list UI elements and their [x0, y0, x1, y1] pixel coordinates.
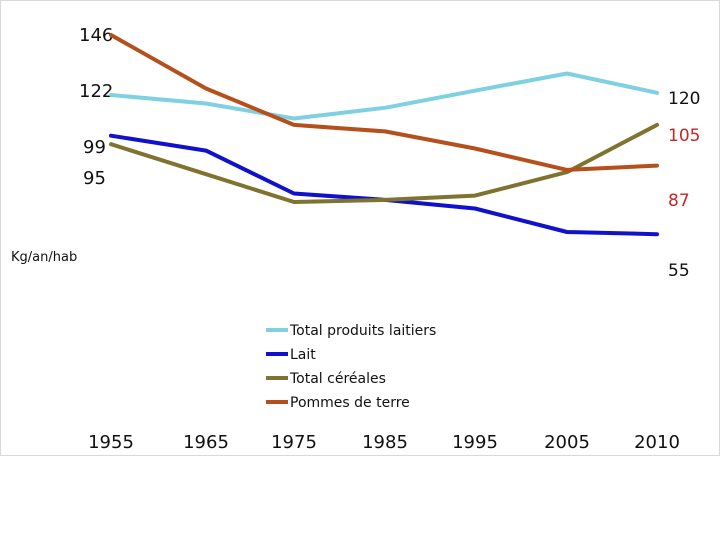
y-tick-label: 146 [79, 25, 113, 46]
legend-label-lait: Lait [290, 347, 316, 363]
legend-label-total-produits-laitiers: Total produits laitiers [289, 323, 436, 339]
series-line-total-produits-laitiers [109, 71, 659, 121]
series-line-total-cereales [109, 122, 659, 204]
series-lines [109, 33, 659, 237]
y-tick-label: 99 [83, 137, 106, 158]
legend-label-pommes-de-terre: Pommes de terre [290, 395, 410, 411]
end-label-lait: 55 [668, 261, 690, 281]
x-tick-labels: 1955 1965 1975 1985 1995 2005 2010 [88, 432, 680, 453]
line-chart: Kg/an/hab 146 122 99 95 120 55 105 87 Total… [11, 25, 700, 453]
x-tick-label: 1965 [183, 432, 229, 453]
x-tick-label: 1975 [271, 432, 317, 453]
y-tick-labels: 146 122 99 95 [79, 25, 113, 189]
x-tick-label: 2010 [634, 432, 680, 453]
series-line-lait [109, 133, 659, 237]
legend: Total produits laitiers Lait Total céréale… [266, 323, 436, 411]
end-label-pommes-de-terre: 87 [668, 191, 690, 211]
x-tick-label: 1985 [362, 432, 408, 453]
x-tick-label: 1995 [452, 432, 498, 453]
chart-panel: Kg/an/hab 146 122 99 95 120 55 105 87 Total… [0, 0, 720, 456]
y-axis-label: Kg/an/hab [11, 250, 77, 265]
end-value-labels: 120 55 105 87 [668, 89, 700, 281]
end-label-total-cereales: 105 [668, 126, 700, 146]
x-tick-label: 2005 [544, 432, 590, 453]
end-label-total-produits-laitiers: 120 [668, 89, 700, 109]
y-tick-label: 95 [83, 168, 106, 189]
y-tick-label: 122 [79, 81, 113, 102]
legend-label-total-cereales: Total céréales [289, 371, 386, 387]
series-line-pommes-de-terre [109, 33, 659, 172]
x-tick-label: 1955 [88, 432, 134, 453]
